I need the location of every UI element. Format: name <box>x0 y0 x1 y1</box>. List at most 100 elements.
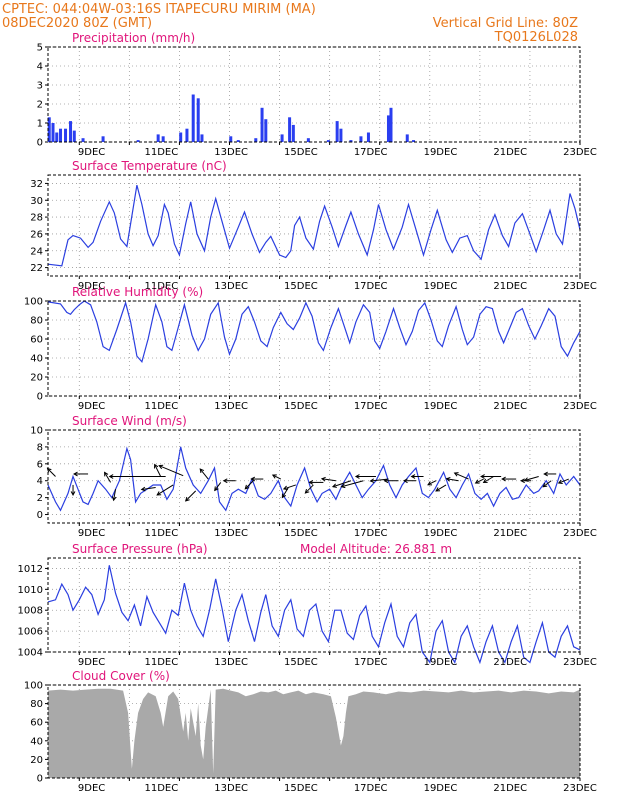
wind-xtick-label: 9DEC <box>78 528 105 539</box>
wind-ytick-label: 4 <box>37 476 43 487</box>
precip-xtick-label: 9DEC <box>78 147 105 158</box>
wind-arrow <box>244 480 254 490</box>
precip-bar <box>185 128 189 142</box>
pressure-panel: Surface Pressure (hPa) Model Altitude: 26… <box>18 542 597 668</box>
precip-bar <box>69 121 73 142</box>
precip-bar <box>405 134 409 142</box>
header-location: CPTEC: 044:04W-03:16S ITAPECURU MIRIM (M… <box>2 2 316 17</box>
wind-line <box>47 446 581 512</box>
humidity-xtick-label: 17DEC <box>354 401 388 412</box>
precip-bar <box>359 136 363 142</box>
precip-ytick-label: 4 <box>37 62 43 73</box>
cloud-ytick-label: 40 <box>30 736 43 747</box>
pressure-xtick-label: 19DEC <box>424 657 458 668</box>
precip-ytick-label: 3 <box>37 81 43 92</box>
precip-ytick-label: 2 <box>37 100 43 111</box>
humidity-ytick-label: 20 <box>30 373 43 384</box>
precip-bar <box>264 119 268 142</box>
precip-ytick-label: 0 <box>37 138 43 149</box>
precip-bar <box>72 130 76 142</box>
humidity-xtick-label: 23DEC <box>563 401 597 412</box>
wind-arrow <box>543 471 557 477</box>
pressure-ytick-label: 1004 <box>18 648 43 659</box>
pressure-ytick-label: 1012 <box>18 564 43 575</box>
wind-xtick-label: 21DEC <box>493 528 527 539</box>
header-date: 08DEC2020 80Z (GMT) <box>2 16 152 31</box>
pressure-ytick-label: 1010 <box>18 585 43 596</box>
temp-frame <box>47 174 581 277</box>
precip-bar <box>161 136 165 142</box>
precip-frame <box>47 46 581 143</box>
precip-bar <box>386 115 390 142</box>
humidity-xtick-label: 21DEC <box>493 401 527 412</box>
wind-arrow <box>427 480 437 486</box>
temp-xtick-label: 11DEC <box>145 281 179 292</box>
wind-arrow <box>304 484 314 494</box>
humidity-ytick-label: 100 <box>24 297 43 308</box>
cloud-xtick-label: 13DEC <box>214 783 248 794</box>
wind-arrow <box>108 474 166 479</box>
panels: Precipitation (mm/h) 0 1 2 3 4 5 9DEC 11DEC 13DEC… <box>18 31 597 794</box>
precip-bar <box>51 123 55 142</box>
temp-ytick-label: 26 <box>30 229 43 240</box>
cloud-ytick-label: 20 <box>30 755 43 766</box>
wind-arrow <box>410 474 424 479</box>
pressure-line <box>47 565 581 665</box>
pressure-xtick-label: 17DEC <box>354 657 388 668</box>
humidity-frame <box>47 300 581 397</box>
precip-bar <box>366 132 370 142</box>
humidity-ytick-label: 60 <box>30 335 43 346</box>
humidity-ytick-label: 80 <box>30 316 43 327</box>
cloud-panel: Cloud Cover (%) 0 20 40 60 80 100 9DEC 11DEC 13DE… <box>24 669 597 794</box>
temp-ytick-label: 22 <box>30 263 43 274</box>
pressure-xtick-label: 21DEC <box>493 657 527 668</box>
temp-panel: Surface Temperature (nC) 22 24 26 28 30 32 9DEC… <box>30 159 597 292</box>
wind-title: Surface Wind (m/s) <box>72 414 187 428</box>
wind-arrow <box>250 476 264 482</box>
humidity-title: Relative Humidity (%) <box>72 285 203 299</box>
pressure-ytick-label: 1006 <box>18 627 43 638</box>
wind-arrow <box>482 476 494 484</box>
cloud-ytick-label: 0 <box>37 774 43 785</box>
wind-arrow <box>435 484 447 492</box>
wind-arrow <box>158 464 184 477</box>
pressure-xtick-label: 13DEC <box>214 657 248 668</box>
humidity-xtick-label: 11DEC <box>145 401 179 412</box>
wind-arrow <box>474 478 484 484</box>
temp-xtick-label: 9DEC <box>78 281 105 292</box>
wind-xtick-label: 19DEC <box>424 528 458 539</box>
wind-arrow <box>320 476 336 482</box>
wind-arrow <box>402 478 417 484</box>
temp-xtick-label: 15DEC <box>284 281 318 292</box>
precip-bar <box>291 124 295 142</box>
humidity-ytick-label: 0 <box>37 392 43 403</box>
precip-panel: Precipitation (mm/h) 0 1 2 3 4 5 9DEC 11DEC 13DEC… <box>37 31 597 158</box>
pressure-xtick-label: 23DEC <box>563 657 597 668</box>
pressure-xtick-label: 9DEC <box>78 657 105 668</box>
precip-ytick-label: 1 <box>37 119 43 130</box>
precip-bar <box>326 140 330 142</box>
wind-arrow <box>523 476 539 482</box>
pressure-xtick-label: 15DEC <box>284 657 318 668</box>
wind-arrow <box>46 467 56 477</box>
header-grid-note: Vertical Grid Line: 80Z <box>433 16 578 31</box>
precip-ytick-label: 5 <box>37 43 43 54</box>
precip-bar <box>59 128 63 142</box>
wind-arrow <box>354 474 376 479</box>
precip-xtick-label: 15DEC <box>284 147 318 158</box>
humidity-ytick-label: 40 <box>30 354 43 365</box>
wind-arrow <box>480 474 502 479</box>
wind-xtick-label: 13DEC <box>214 528 248 539</box>
wind-ytick-label: 0 <box>37 510 43 521</box>
wind-arrow <box>156 484 174 496</box>
cloud-ytick-label: 100 <box>24 681 43 692</box>
temp-xtick-label: 23DEC <box>563 281 597 292</box>
precip-bar <box>64 128 68 142</box>
wind-xtick-label: 15DEC <box>284 528 318 539</box>
wind-arrow <box>453 472 469 480</box>
temp-title: Surface Temperature (nC) <box>72 159 227 173</box>
precip-bar <box>81 138 85 142</box>
precip-xtick-label: 11DEC <box>145 147 179 158</box>
temp-xtick-label: 19DEC <box>424 281 458 292</box>
precip-bar <box>280 134 284 142</box>
